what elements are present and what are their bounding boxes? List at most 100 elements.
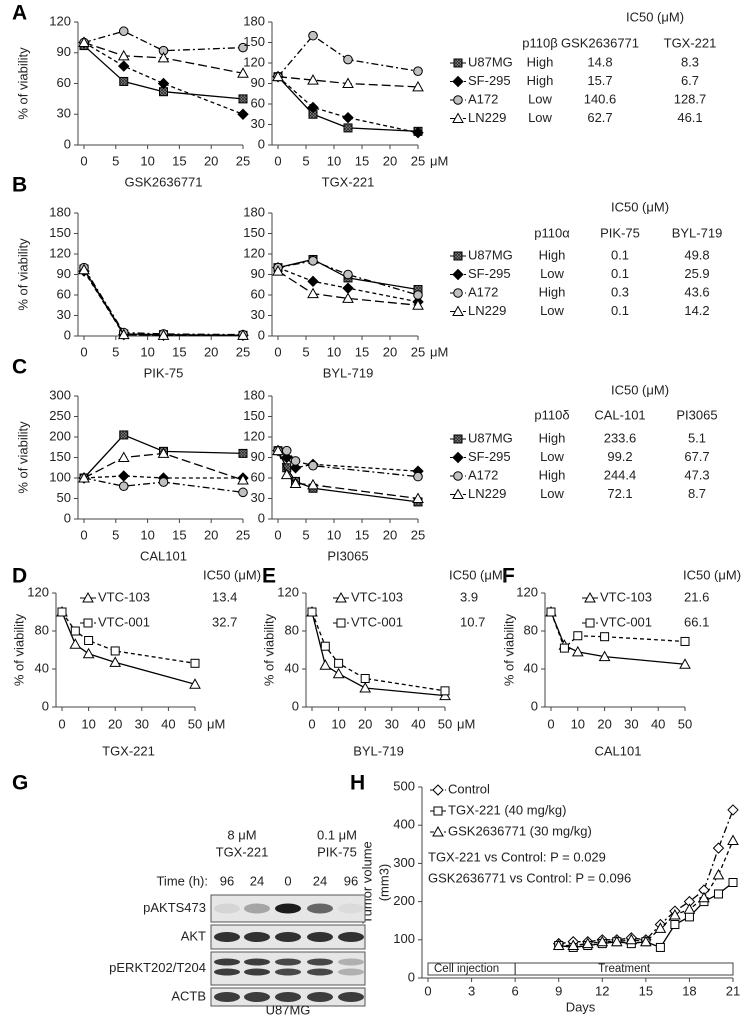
series-line (277, 270, 419, 306)
blot-band (244, 958, 270, 966)
legend-marker (453, 288, 463, 298)
y-tick-label: 60 (251, 95, 265, 110)
panel-label: B (12, 174, 27, 197)
x-tick-label: 0 (424, 983, 431, 998)
legend-marker (335, 591, 347, 603)
marker (307, 74, 319, 85)
y-tick-label: 90 (251, 449, 265, 464)
marker (237, 67, 249, 78)
x-tick-label: 50 (438, 716, 452, 731)
marker (573, 631, 583, 641)
marker (307, 101, 319, 114)
x-tick-label: 15 (355, 527, 369, 542)
marker (598, 650, 611, 662)
blot-band (275, 992, 301, 1002)
table-cell: Low (540, 303, 564, 318)
series-line (277, 34, 419, 78)
marker (669, 908, 681, 920)
legend-marker (83, 618, 93, 628)
marker (118, 26, 129, 37)
table-cell: 47.3 (684, 467, 709, 482)
marker (272, 70, 284, 82)
blot-band (338, 932, 364, 942)
marker (654, 922, 667, 933)
x-tick-label: 6 (512, 983, 519, 998)
y-tick-label: 60 (251, 469, 265, 484)
y-tick-label: 150 (49, 449, 71, 464)
legend-marker (82, 591, 94, 603)
marker (82, 647, 95, 659)
y-tick-label: 150 (243, 225, 265, 240)
legend-label: LN229 (468, 486, 506, 501)
y-tick-label: 0 (64, 510, 71, 525)
marker (272, 444, 284, 456)
series-line (83, 267, 244, 336)
marker (342, 282, 354, 294)
table-cell: 72.1 (607, 486, 632, 501)
x-tick-label: 15 (172, 153, 186, 168)
marker (680, 636, 690, 646)
marker (343, 269, 353, 280)
blot-band (307, 903, 333, 914)
y-tick-label: 0 (531, 698, 538, 713)
marker (412, 126, 424, 139)
y-tick-label: 50 (57, 490, 71, 505)
y-tick-label: 0 (64, 327, 71, 342)
x-tick-label: 25 (236, 153, 250, 168)
y-tick-label: 40 (524, 660, 538, 675)
table-title: IC50 (μM) (611, 199, 669, 214)
x-tick-label: 15 (172, 527, 186, 542)
marker (281, 445, 292, 456)
blot-band (275, 932, 301, 942)
legend-marker (452, 305, 464, 316)
marker (712, 842, 725, 854)
annotation: GSK2636771 vs Control: P = 0.096 (428, 870, 631, 885)
marker (110, 646, 120, 656)
table-cell: 14.8 (587, 54, 612, 69)
legend-label: SF-295 (468, 266, 511, 281)
y-tick-label: 0 (258, 136, 265, 151)
x-axis-label: BYL-719 (323, 365, 374, 380)
column-header: GSK2636771 (561, 35, 639, 50)
series-line (277, 76, 419, 88)
blot-row-label: AKT (181, 928, 206, 943)
table-cell: 8.7 (688, 486, 706, 501)
legend-marker (336, 618, 346, 628)
x-tick-label: 0 (274, 527, 281, 542)
marker (728, 878, 738, 887)
legend-label: Control (448, 781, 490, 796)
x-axis-label: TGX-221 (102, 743, 155, 758)
blot-row-label: pERKT202/T204 (109, 960, 206, 975)
marker (57, 607, 67, 617)
y-tick-label: 120 (27, 584, 49, 599)
x-tick-label: 20 (204, 527, 218, 542)
x-tick-label: 3 (468, 983, 475, 998)
marker (698, 891, 710, 903)
x-tick-label: 0 (274, 344, 281, 359)
series-line (83, 270, 243, 336)
series-line (277, 76, 419, 132)
legend-label: LN229 (468, 303, 506, 318)
marker (117, 451, 130, 462)
marker (413, 290, 423, 300)
y-tick-label: 60 (57, 75, 71, 90)
x-tick-label: 18 (682, 983, 696, 998)
x-tick-label: 0 (547, 716, 554, 731)
treatment-drug: PIK-75 (317, 844, 357, 859)
table-cell: High (539, 467, 566, 482)
x-tick-label: 12 (595, 983, 609, 998)
legend-label: GSK2636771 (30 mg/kg) (448, 823, 592, 838)
y-tick-label: 120 (243, 54, 265, 69)
marker (70, 626, 80, 636)
marker (272, 265, 284, 276)
x-tick-label: 40 (411, 716, 425, 731)
marker (118, 60, 130, 72)
x-tick-label: 20 (108, 716, 122, 731)
series-line (83, 45, 244, 100)
y-tick-label: 90 (251, 266, 265, 281)
y-tick-label: 40 (285, 660, 299, 675)
table-cell: High (527, 54, 554, 69)
marker (69, 638, 82, 649)
marker (413, 66, 423, 76)
